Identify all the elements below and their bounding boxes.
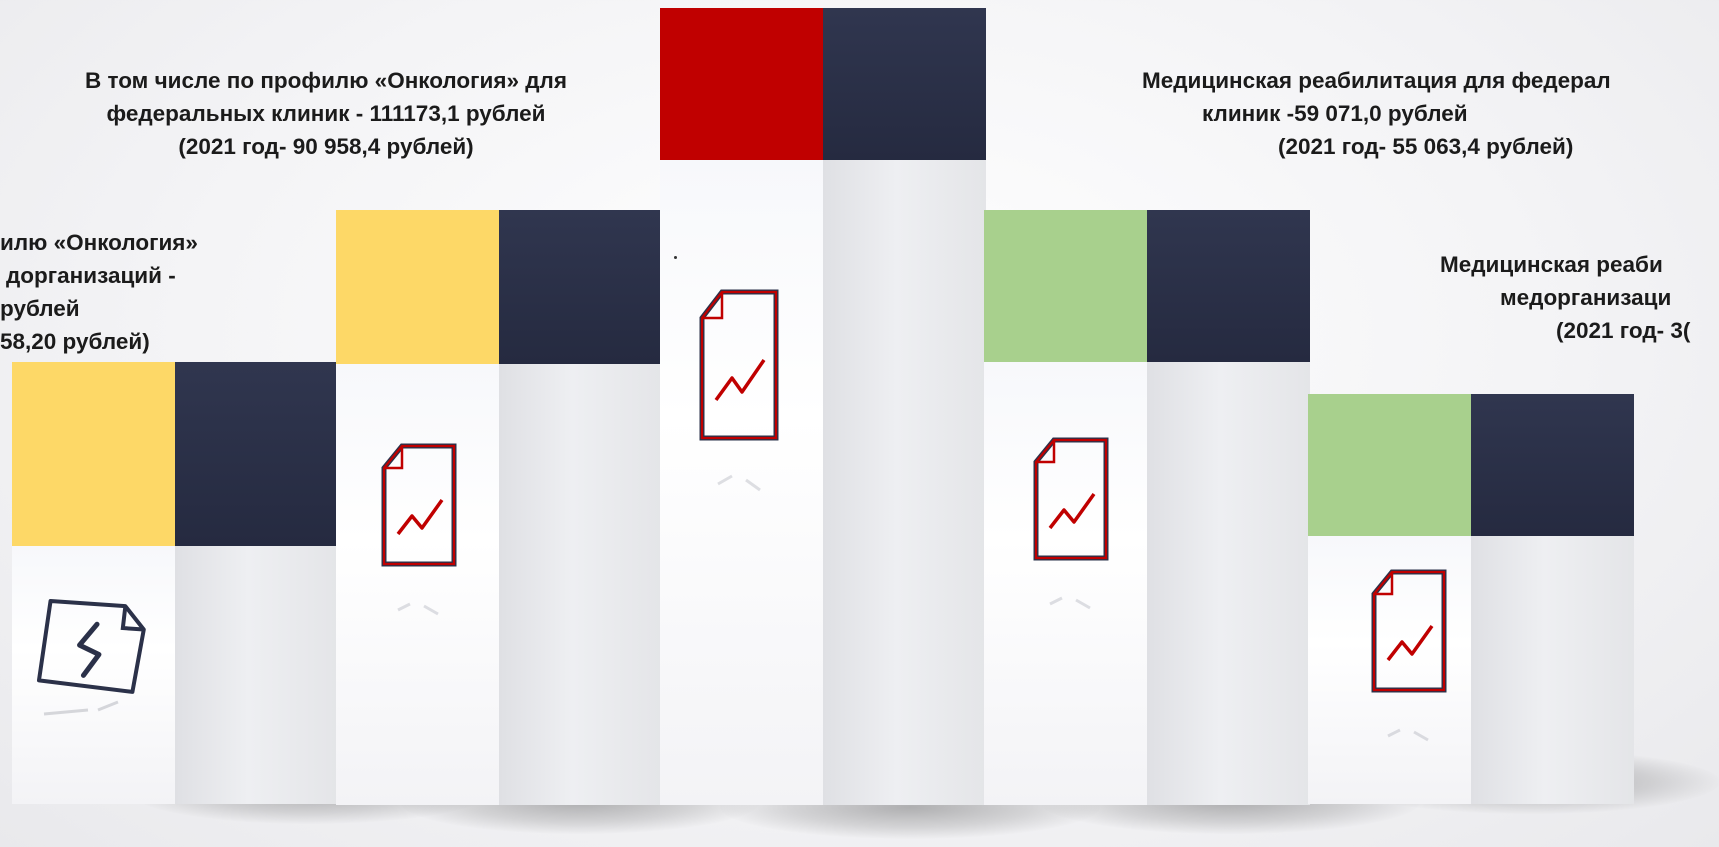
caption-line: (2021 год- 90 958,4 рублей)	[178, 134, 474, 159]
document-chart-icon	[699, 289, 779, 492]
column-5-dark-top	[1471, 394, 1634, 536]
column-2-side	[499, 364, 662, 805]
caption-column-2: В том числе по профилю «Онкология» для ф…	[20, 64, 632, 163]
caption-line: рублей	[0, 296, 80, 321]
column-4-accent-top	[984, 210, 1147, 362]
caption-line: медорганизаци	[1500, 285, 1672, 310]
column-3	[660, 8, 986, 805]
caption-line: (2021 год- 55 063,4 рублей)	[1278, 134, 1574, 159]
document-chart-icon	[1371, 569, 1447, 742]
column-5	[1308, 394, 1634, 804]
column-1-accent-top	[12, 362, 175, 546]
column-2-front	[336, 364, 499, 805]
column-1	[12, 362, 338, 804]
caption-line: илю «Онкология»	[0, 230, 198, 255]
caption-line: (2021 год- 3(	[1556, 318, 1691, 343]
caption-line: 58,20 рублей)	[0, 329, 150, 354]
caption-column-1: илю «Онкология» дорганизаций - рублей 58…	[0, 226, 198, 358]
column-1-side	[175, 546, 338, 804]
column-4-side	[1147, 362, 1310, 805]
column-2-accent-top	[336, 210, 499, 364]
column-2-dark-top	[499, 210, 662, 364]
document-chart-icon	[381, 443, 457, 616]
caption-column-4: Медицинская реабилитация для федерал кли…	[1142, 64, 1719, 163]
column-5-side	[1471, 536, 1634, 804]
caption-line: клиник -59 071,0 рублей	[1202, 101, 1468, 126]
column-3-accent-top	[660, 8, 823, 160]
broken-document-icon	[36, 598, 146, 716]
caption-column-5: Медицинская реаби медорганизаци (2021 го…	[1440, 248, 1719, 347]
caption-line: дорганизаций -	[6, 263, 176, 288]
caption-line: федеральных клиник - 111173,1 рублей	[106, 101, 546, 126]
column-3-side	[823, 160, 986, 805]
column-5-accent-top	[1308, 394, 1471, 536]
column-3-front	[660, 160, 823, 805]
caption-line: Медицинская реаби	[1440, 252, 1663, 277]
column-4-front	[984, 362, 1147, 805]
column-3-dark-top	[823, 8, 986, 160]
column-2	[336, 210, 662, 805]
marker-dot	[674, 256, 677, 259]
column-4	[984, 210, 1310, 805]
column-1-dark-top	[175, 362, 338, 546]
caption-line: Медицинская реабилитация для федерал	[1142, 68, 1611, 93]
column-4-dark-top	[1147, 210, 1310, 362]
caption-line: В том числе по профилю «Онкология» для	[85, 68, 567, 93]
document-chart-icon	[1033, 437, 1109, 610]
